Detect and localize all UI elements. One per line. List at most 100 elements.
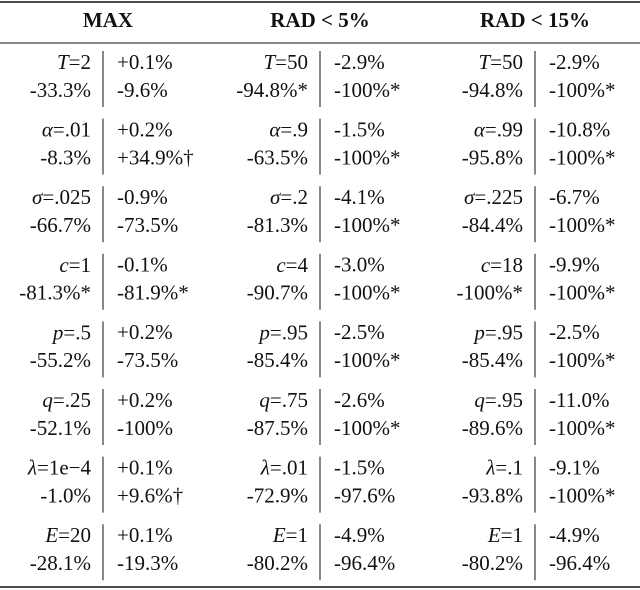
parameter-symbol: σ <box>32 185 44 209</box>
change: -94.8% <box>462 78 523 102</box>
change: -100%* <box>334 78 401 102</box>
parameter-value: =.99 <box>485 117 523 141</box>
change: -95.8% <box>462 145 523 169</box>
change: -1.5% <box>334 455 385 479</box>
parameter-value: =.1 <box>495 455 523 479</box>
change: -90.7% <box>247 281 308 305</box>
change: -9.9% <box>549 253 600 277</box>
parameter-value: =.75 <box>270 388 308 412</box>
parameter: σ=.025 <box>32 185 91 209</box>
parameter-value: =.25 <box>53 388 91 412</box>
parameter-value: =50 <box>490 50 523 74</box>
change: -80.2% <box>247 551 308 575</box>
parameter-value: =.9 <box>280 117 308 141</box>
parameter-value: =18 <box>490 253 523 277</box>
parameter: T=2 <box>57 50 91 74</box>
change: -55.2% <box>30 348 91 372</box>
change: -73.5% <box>117 213 178 237</box>
change: -85.4% <box>247 348 308 372</box>
change: -96.4% <box>549 551 610 575</box>
change: -97.6% <box>334 483 395 507</box>
parameter-symbol: E <box>487 523 501 547</box>
parameter-value: =.01 <box>53 117 91 141</box>
parameter: p=.5 <box>51 320 91 344</box>
change: -100%* <box>549 416 616 440</box>
parameter-value: =50 <box>275 50 308 74</box>
parameter-value: =1 <box>501 523 523 547</box>
column-header: MAX <box>83 8 133 32</box>
column-header: RAD < 5% <box>270 8 369 32</box>
change: -2.5% <box>334 320 385 344</box>
change: -89.6% <box>462 416 523 440</box>
column-header: RAD < 15% <box>480 8 590 32</box>
parameter: c=1 <box>59 253 91 277</box>
parameter-value: =.5 <box>63 320 91 344</box>
change: -80.2% <box>462 551 523 575</box>
parameter: q=.75 <box>259 388 308 412</box>
change: -100%* <box>334 348 401 372</box>
change: -66.7% <box>30 213 91 237</box>
change: -100%* <box>457 281 524 305</box>
change: -81.3% <box>247 213 308 237</box>
change: -100%* <box>334 213 401 237</box>
change: -100% <box>117 416 173 440</box>
parameter-symbol: T <box>478 50 491 74</box>
change: -4.9% <box>334 523 385 547</box>
change: -63.5% <box>247 145 308 169</box>
parameter-symbol: α <box>42 117 54 141</box>
change: -87.5% <box>247 416 308 440</box>
parameter: E=1 <box>487 523 523 547</box>
change: -9.6% <box>117 78 168 102</box>
parameter-value: =1 <box>69 253 91 277</box>
parameter: T=50 <box>478 50 523 74</box>
change: -19.3% <box>117 551 178 575</box>
parameter-value: =20 <box>58 523 91 547</box>
parameter: E=20 <box>44 523 91 547</box>
change: +0.1% <box>117 455 173 479</box>
parameter-value: =4 <box>286 253 309 277</box>
parameter-symbol: λ <box>260 455 270 479</box>
parameter-value: =.95 <box>485 320 523 344</box>
change: -6.7% <box>549 185 600 209</box>
change: -81.9%* <box>117 281 189 305</box>
change: -84.4% <box>462 213 523 237</box>
change: +0.1% <box>117 523 173 547</box>
change: -72.9% <box>247 483 308 507</box>
change: -100%* <box>334 145 401 169</box>
change: -8.3% <box>40 145 91 169</box>
parameter-symbol: E <box>44 523 58 547</box>
change: -100%* <box>549 281 616 305</box>
change: +0.2% <box>117 117 173 141</box>
parameter: α=.99 <box>474 117 523 141</box>
change: +0.1% <box>117 50 173 74</box>
parameter: c=18 <box>481 253 523 277</box>
parameter-symbol: α <box>269 117 281 141</box>
parameter-symbol: q <box>42 388 53 412</box>
change: -100%* <box>334 281 401 305</box>
parameter: σ=.2 <box>270 185 308 209</box>
change: -4.1% <box>334 185 385 209</box>
parameter: α=.01 <box>42 117 91 141</box>
parameter-symbol: λ <box>27 455 37 479</box>
change: -1.5% <box>334 117 385 141</box>
change: -96.4% <box>334 551 395 575</box>
parameter: σ=.225 <box>464 185 523 209</box>
parameter-symbol: q <box>474 388 485 412</box>
parameter-value: =1 <box>286 523 308 547</box>
change: -2.5% <box>549 320 600 344</box>
parameter: λ=.1 <box>485 455 523 479</box>
change: -9.1% <box>549 455 600 479</box>
change: -100%* <box>549 483 616 507</box>
parameter: T=50 <box>263 50 308 74</box>
change: -93.8% <box>462 483 523 507</box>
change: -100%* <box>549 348 616 372</box>
change: -28.1% <box>30 551 91 575</box>
parameter: λ=1e−4 <box>27 455 92 479</box>
change: +0.2% <box>117 320 173 344</box>
change: -100%* <box>549 213 616 237</box>
change: -11.0% <box>549 388 609 412</box>
parameter-value: =.95 <box>485 388 523 412</box>
parameter: λ=.01 <box>260 455 308 479</box>
parameter-symbol: c <box>481 253 491 277</box>
change: -85.4% <box>462 348 523 372</box>
